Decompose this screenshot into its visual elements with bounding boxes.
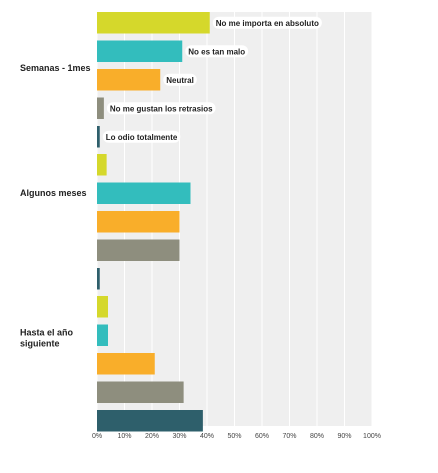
series-label: No me gustan los retrasios <box>110 104 213 113</box>
x-tick-label: 50% <box>227 433 241 440</box>
x-tick-label: 70% <box>282 433 296 440</box>
series-label-background <box>102 130 181 143</box>
bar <box>97 211 180 233</box>
x-tick-label: 100% <box>363 433 381 440</box>
bar <box>97 154 107 176</box>
bar <box>97 324 108 346</box>
series-label: Neutral <box>166 76 194 85</box>
series-label-background <box>185 45 249 58</box>
bar <box>97 126 100 148</box>
category-label: Algunos meses <box>20 188 87 198</box>
bar <box>97 40 183 62</box>
category-label: Semanas - 1mes <box>20 63 91 73</box>
bar <box>97 353 155 375</box>
series-label-background <box>163 73 197 86</box>
series-label-background <box>106 102 216 115</box>
x-tick-label: 90% <box>337 433 351 440</box>
bar <box>97 410 203 432</box>
bar <box>97 69 161 91</box>
x-tick-label: 80% <box>310 433 324 440</box>
x-tick-label: 20% <box>145 433 159 440</box>
series-label-background <box>212 16 322 29</box>
x-tick-label: 60% <box>255 433 269 440</box>
x-tick-label: 10% <box>117 433 131 440</box>
bar <box>97 239 180 261</box>
x-tick-label: 0% <box>92 433 102 440</box>
bar <box>97 268 100 290</box>
category-label: Hasta el año siguiente <box>20 328 74 349</box>
x-tick-label: 40% <box>200 433 214 440</box>
bar <box>97 12 210 34</box>
bar <box>97 182 191 204</box>
bar <box>97 381 184 403</box>
series-label: Lo odio totalmente <box>106 133 178 142</box>
series-label: No me importa en absoluto <box>216 19 319 28</box>
bar <box>97 97 104 119</box>
x-tick-label: 30% <box>172 433 186 440</box>
bar <box>97 296 108 318</box>
series-label: No es tan malo <box>188 47 245 56</box>
